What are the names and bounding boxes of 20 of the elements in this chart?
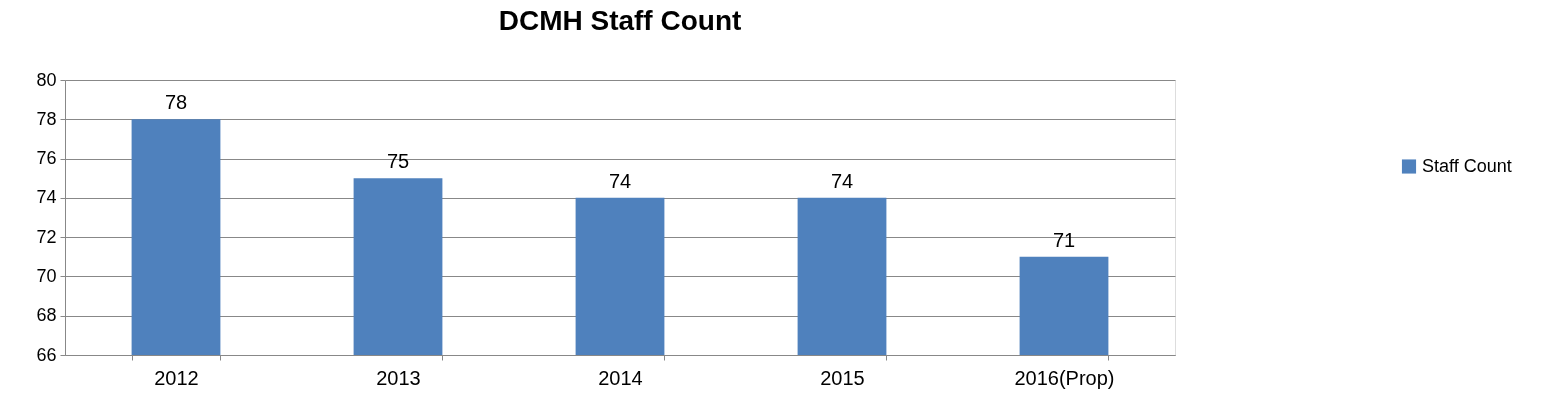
y-tick-label: 74 (36, 187, 57, 208)
y-tick-label: 68 (36, 305, 57, 326)
y-tick-label: 76 (36, 148, 57, 169)
x-tick-label: 2014 (598, 366, 643, 389)
y-tick-label: 70 (36, 265, 57, 286)
y-tick-label: 78 (36, 108, 57, 129)
y-tick-label: 72 (36, 226, 57, 247)
y-tick-label: 80 (36, 69, 57, 90)
data-label: 75 (386, 150, 410, 173)
data-label: 78 (164, 91, 188, 114)
y-tick-label: 66 (36, 344, 57, 365)
chart-title: DCMH Staff Count (498, 5, 742, 36)
x-tick-label: 2016(Prop) (1014, 366, 1115, 389)
x-tick-label: 2015 (820, 366, 865, 389)
x-tick-label: 2012 (154, 366, 199, 389)
legend-label: Staff Count (1422, 155, 1512, 176)
data-label: 71 (1052, 228, 1076, 251)
data-label: 74 (830, 169, 854, 192)
x-tick-label: 2013 (376, 366, 421, 389)
data-label: 74 (608, 169, 632, 192)
